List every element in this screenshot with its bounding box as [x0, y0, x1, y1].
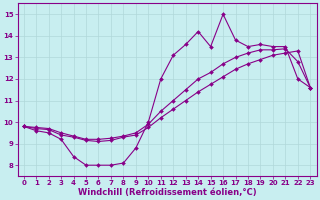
X-axis label: Windchill (Refroidissement éolien,°C): Windchill (Refroidissement éolien,°C) [78, 188, 256, 197]
